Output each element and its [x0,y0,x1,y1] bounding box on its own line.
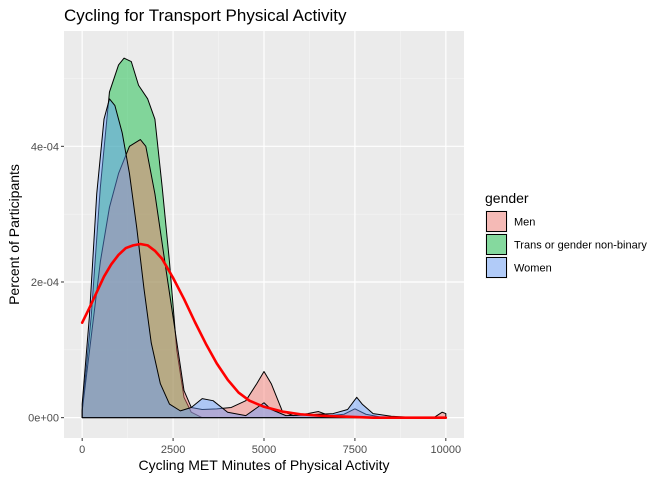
legend-label: Women [514,263,552,275]
y-tick-label: 4e-04 [31,141,59,153]
overlay-curve [80,242,448,419]
x-axis-title: Cycling MET Minutes of Physical Activity [138,457,389,473]
y-axis-ticks: 0e+00 2e-04 4e-04 [28,141,64,425]
legend: gender Men Trans or gender non-binary Wome… [485,190,647,279]
chart-title: Cycling for Transport Physical Activity [64,6,347,25]
density-area-women [81,98,447,419]
legend-key-background [485,256,508,279]
x-tick-label: 7500 [343,444,367,456]
y-tick-label: 0e+00 [28,413,59,425]
x-tick-label: 2500 [161,444,185,456]
legend-key-background [485,210,508,233]
x-tick-label: 5000 [252,444,276,456]
legend-key-background [485,233,508,256]
x-tick-label: 10000 [431,444,462,456]
legend-swatch [486,234,507,255]
legend-title: gender [485,190,529,206]
x-tick-label: 0 [79,444,85,456]
y-axis-title: Percent of Participants [6,164,22,305]
legend-swatch [486,257,507,278]
legend-label: Trans or gender non-binary [514,240,647,252]
density-area-trans-or-gender-non-binary [81,57,447,419]
x-axis-ticks: 0 2500 5000 7500 10000 [79,438,461,456]
legend-label: Men [514,217,535,229]
y-tick-label: 2e-04 [31,277,59,289]
major-gridlines [64,31,464,438]
overlay-density-line [80,242,448,419]
legend-swatch [486,211,507,232]
